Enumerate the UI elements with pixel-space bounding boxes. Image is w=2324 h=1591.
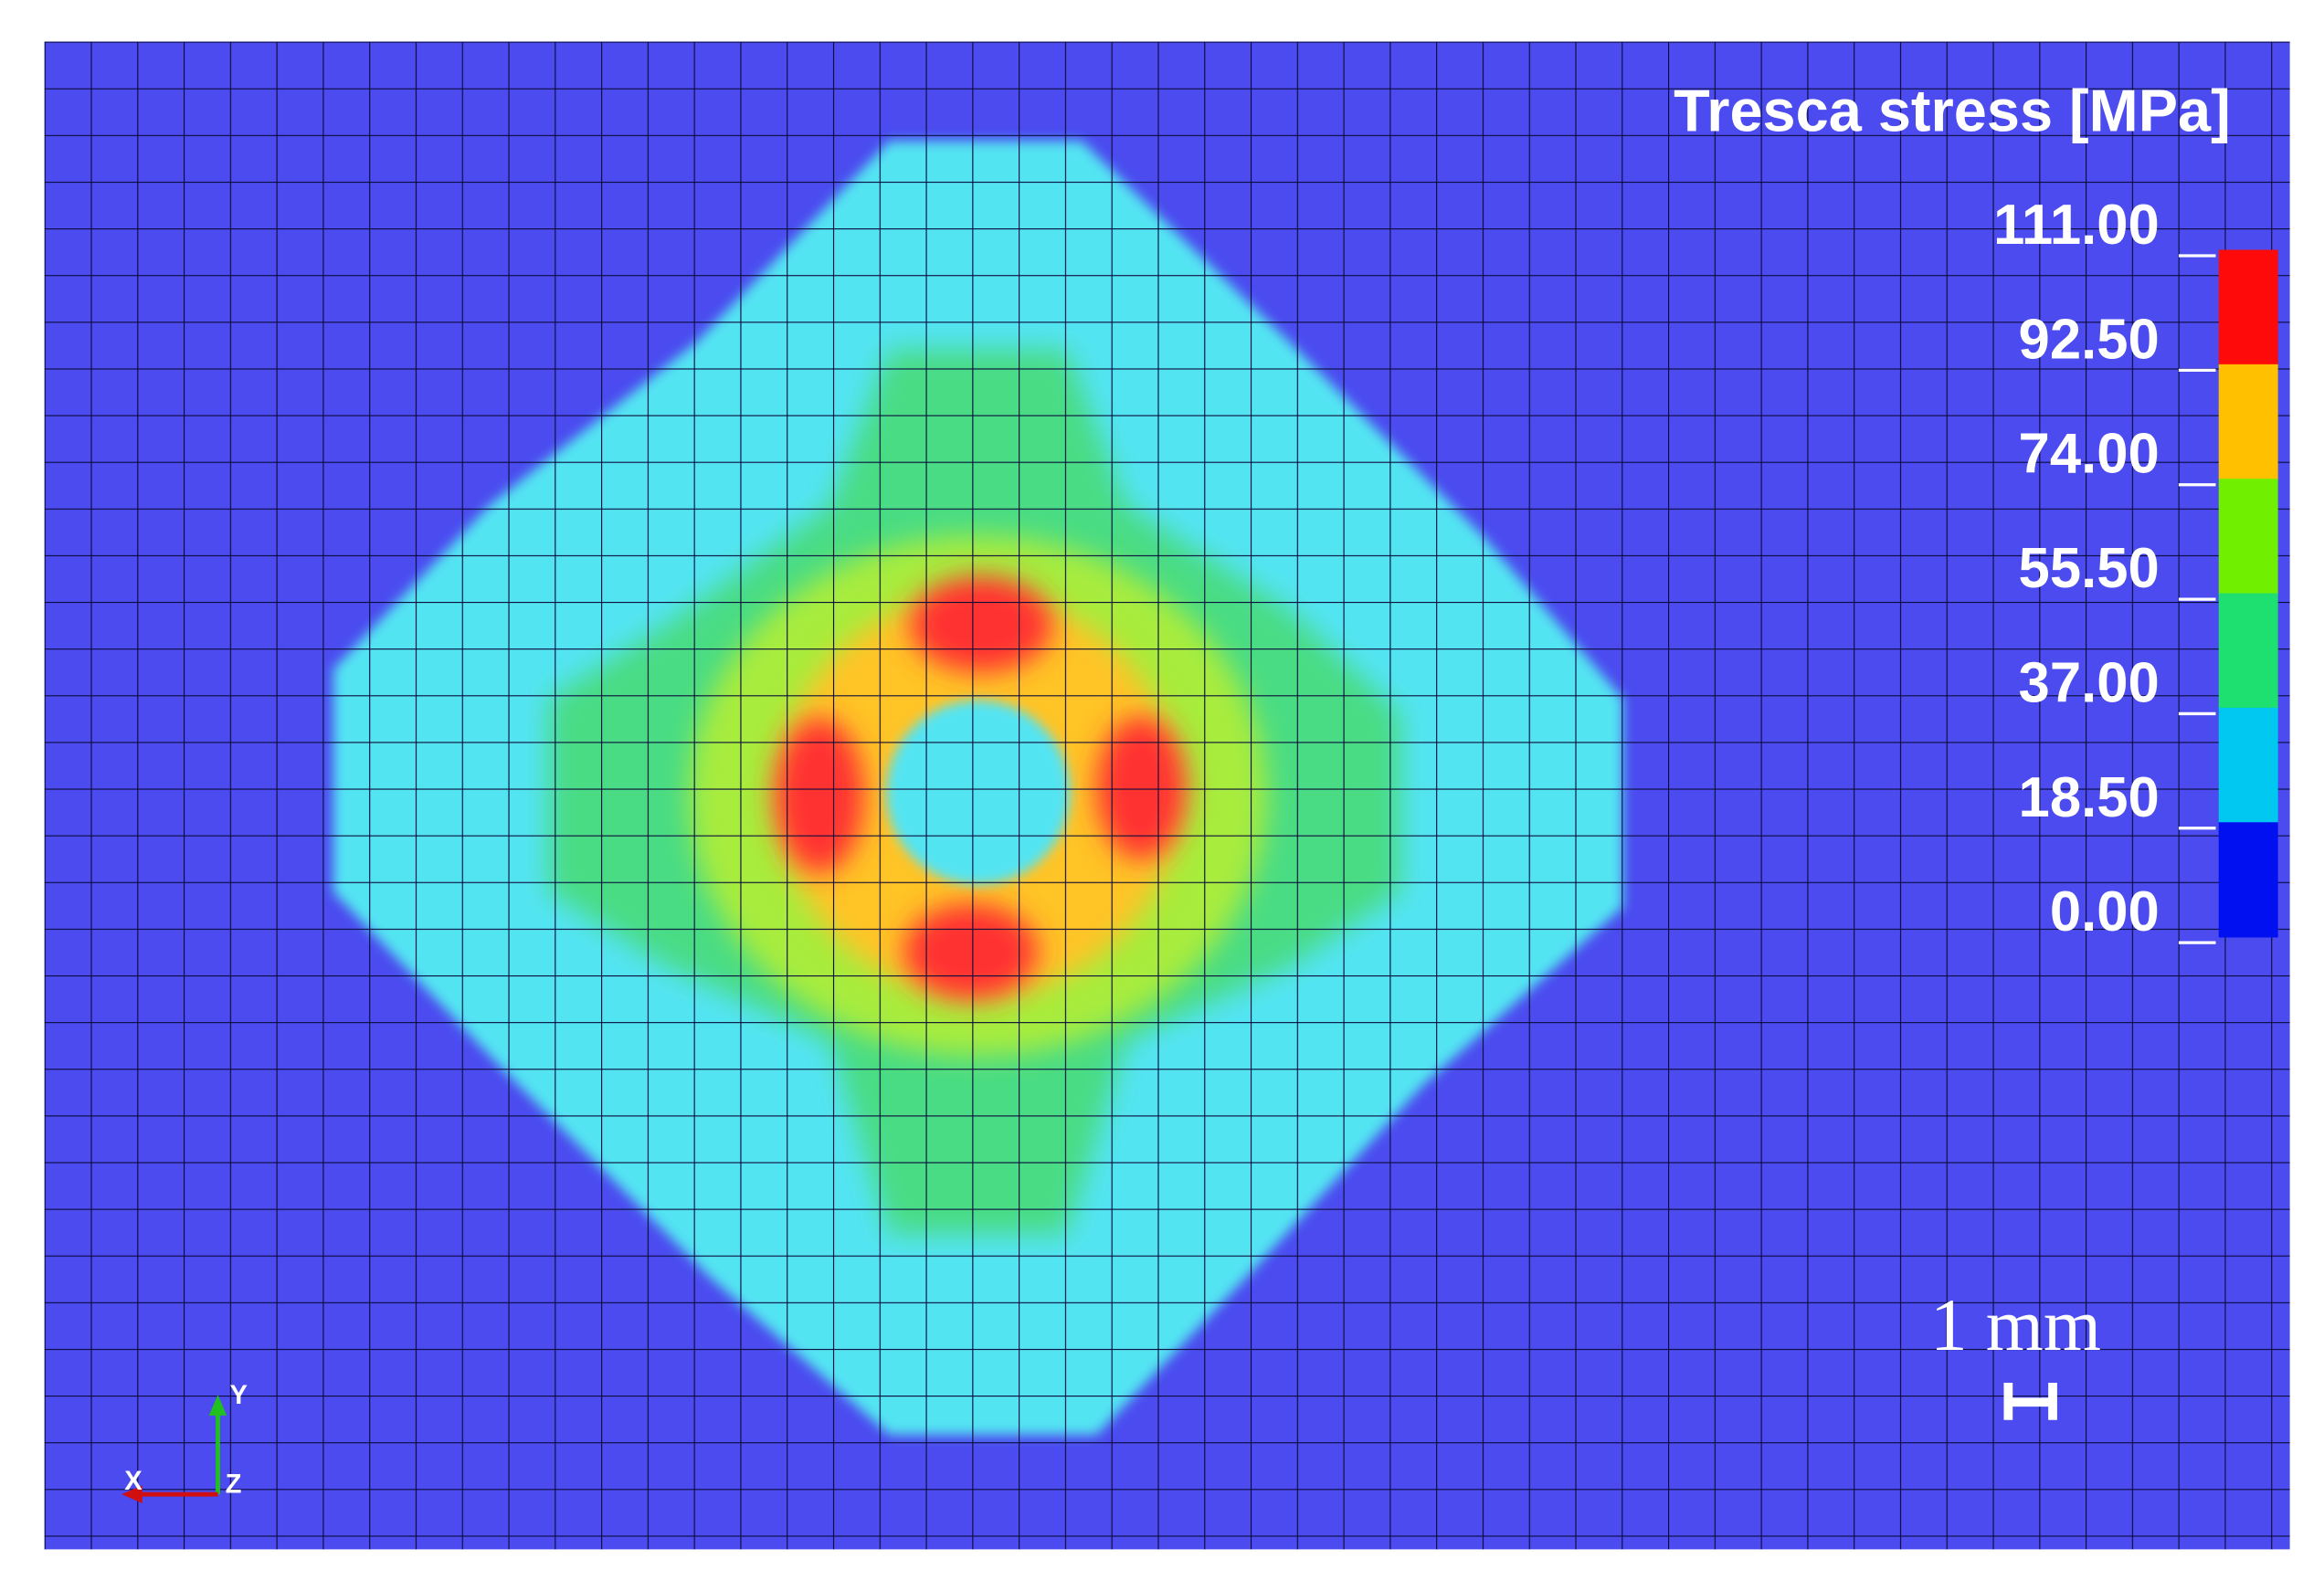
colorbar-tick-label: 0.00 [2050, 880, 2160, 943]
scale-bar-label: 1 mm [1930, 1284, 2101, 1366]
mesh-grid [44, 41, 2290, 1550]
colorbar-segment [2218, 822, 2278, 938]
colorbar-segment [2218, 479, 2278, 595]
colorbar-segment [2218, 593, 2278, 709]
colorbar-segment [2218, 707, 2278, 824]
axis-y-label: Y [229, 1381, 248, 1410]
axis-x-label: X [124, 1467, 143, 1496]
colorbar-tick-label: 74.00 [2019, 423, 2160, 486]
axis-z-label: Z [226, 1470, 242, 1499]
colorbar-segment [2218, 249, 2278, 365]
colorbar: 111.00 92.50 74.00 55.50 37.00 18.50 0.00 [1993, 194, 2278, 944]
colorbar-segment [2218, 364, 2278, 480]
legend-title: Tresca stress [MPa] [1674, 77, 2231, 143]
colorbar-tick-label: 37.00 [2019, 651, 2160, 714]
colorbar-tick-label: 111.00 [1993, 194, 2160, 257]
axis-triad: Y X Z [121, 1381, 248, 1503]
colorbar-tick-label: 92.50 [2019, 308, 2160, 371]
scale-bar [2003, 1383, 2057, 1420]
colorbar-tick-label: 18.50 [2019, 766, 2160, 829]
colorbar-tick-label: 55.50 [2019, 537, 2160, 600]
